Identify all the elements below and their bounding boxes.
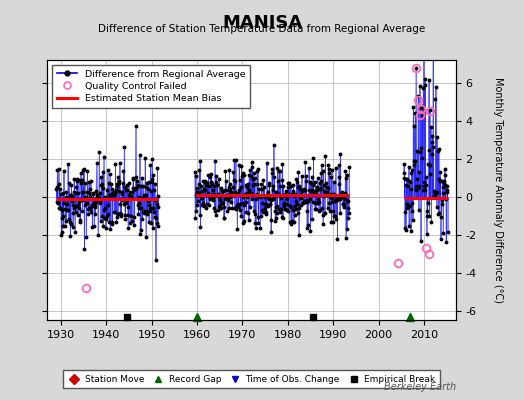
Text: Difference of Station Temperature Data from Regional Average: Difference of Station Temperature Data f… <box>99 24 425 34</box>
Y-axis label: Monthly Temperature Anomaly Difference (°C): Monthly Temperature Anomaly Difference (… <box>494 77 504 303</box>
Text: Berkeley Earth: Berkeley Earth <box>384 382 456 392</box>
Legend: Station Move, Record Gap, Time of Obs. Change, Empirical Break: Station Move, Record Gap, Time of Obs. C… <box>63 370 440 388</box>
Text: MANISA: MANISA <box>222 14 302 32</box>
